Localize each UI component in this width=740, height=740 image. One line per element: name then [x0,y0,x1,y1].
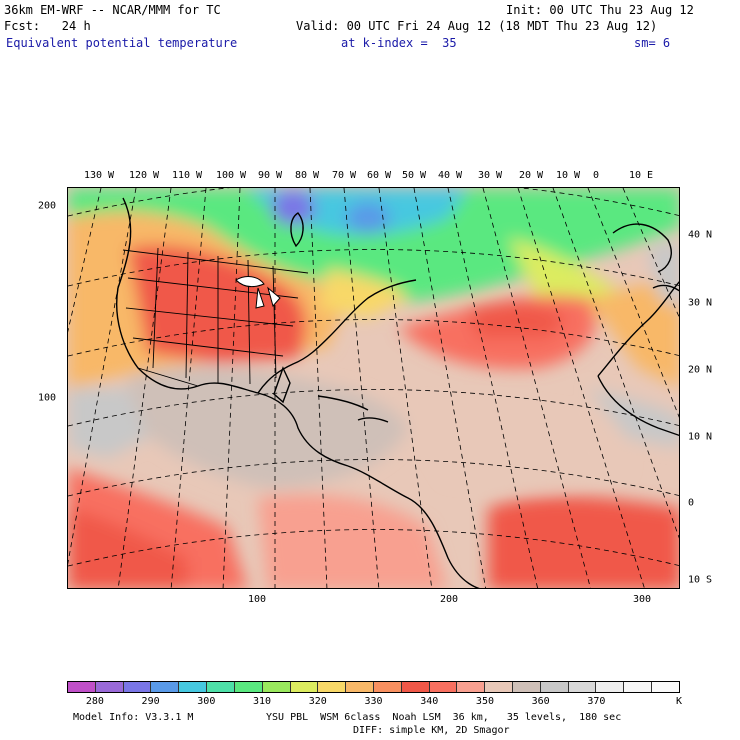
colorbar-label: 280 [85,696,104,707]
colorbar-segment [652,682,679,692]
lon-tick-label: 90 W [257,170,283,181]
lat-tick-label: 40 N [688,229,713,241]
colorbar-segment [401,682,430,692]
colorbar-segment [373,682,402,692]
y-grid-label: 200 [38,200,57,212]
diffusion-info: DIFF: simple KM, 2D Smagor [353,725,510,736]
colorbar-segment [429,682,458,692]
colorbar [67,681,680,693]
colorbar-label: 310 [253,696,272,707]
x-grid-label: 300 [632,594,652,605]
lon-tick-label: 20 W [518,170,544,181]
lat-tick-label: 0 [688,497,695,509]
colorbar-segment [68,682,96,692]
colorbar-label: 320 [308,696,327,707]
lon-tick-label: 110 W [171,170,203,181]
lon-tick-label: 30 W [477,170,503,181]
lon-tick-label: 0 [592,170,600,181]
colorbar-segment [290,682,319,692]
lon-tick-label: 100 W [215,170,247,181]
valid-time: Valid: 00 UTC Fri 24 Aug 12 (18 MDT Thu … [296,19,658,33]
colorbar-label: 290 [141,696,160,707]
colorbar-segment [624,682,653,692]
colorbar-segment [596,682,625,692]
colorbar-segment [457,682,486,692]
colorbar-label: 300 [197,696,216,707]
lat-tick-label: 30 N [688,297,713,309]
y-grid-label: 100 [38,392,57,404]
colorbar-segment [207,682,235,692]
coastlines [116,197,679,588]
lat-tick-label: 20 N [688,364,713,376]
x-grid-label: 200 [439,594,459,605]
colorbar-segment [318,682,347,692]
physics-info: YSU PBL WSM 6class Noah LSM 36 km, 35 le… [266,712,622,723]
colorbar-unit: K [676,696,683,707]
colorbar-segment [568,682,597,692]
colorbar-label: 340 [420,696,439,707]
colorbar-label: 360 [531,696,550,707]
forecast-hour: Fcst: 24 h [4,19,91,33]
colorbar-segment [485,682,513,692]
colorbar-segment [346,682,374,692]
lon-tick-label: 60 W [366,170,392,181]
lon-tick-label: 50 W [401,170,427,181]
lon-tick-label: 10 E [628,170,654,181]
field-shading [68,188,679,588]
lat-tick-label: 10 N [688,431,713,443]
model-info: Model Info: V3.3.1 M [73,712,194,723]
x-grid-label: 100 [247,594,267,605]
colorbar-label: 330 [364,696,383,707]
colorbar-segment [234,682,263,692]
header-title: 36km EM-WRF -- NCAR/MMM for TC [4,3,221,17]
colorbar-segment [151,682,180,692]
theta-e-map [68,188,679,588]
colorbar-segment [95,682,124,692]
init-time: Init: 00 UTC Thu 23 Aug 12 [506,3,694,17]
lon-tick-label: 120 W [128,170,160,181]
colorbar-segment [123,682,152,692]
lon-tick-label: 80 W [294,170,320,181]
field-name: Equivalent potential temperature [6,36,238,50]
colorbar-label: 370 [587,696,606,707]
colorbar-segment [179,682,208,692]
lon-tick-label: 10 W [555,170,581,181]
great-lakes [235,276,281,309]
colorbar-segment [262,682,291,692]
lon-tick-label: 40 W [437,170,463,181]
lat-tick-label: 10 S [688,574,713,586]
colorbar-segment [540,682,569,692]
smoothing-value: sm= 6 [634,36,671,50]
map-panel [67,187,680,589]
level-index: at k-index = 35 [341,36,457,50]
colorbar-segment [513,682,541,692]
lon-tick-label: 130 W [83,170,115,181]
lon-tick-label: 70 W [331,170,357,181]
colorbar-label: 350 [475,696,494,707]
